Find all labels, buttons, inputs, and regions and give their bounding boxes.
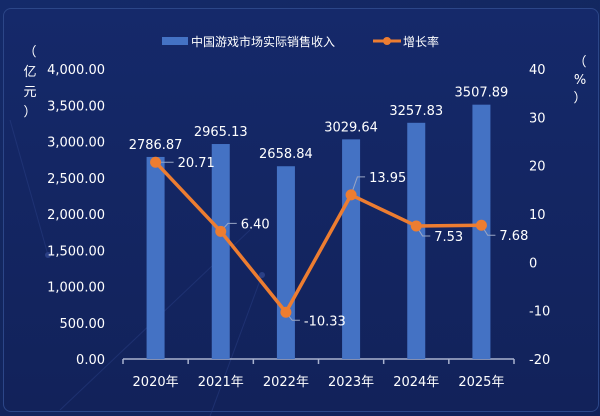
unit-char: 元	[23, 85, 36, 100]
unit-char: ）	[23, 105, 36, 120]
bar-value-label: 3257.83	[389, 104, 443, 119]
right-axis-unit-label: （% ）	[573, 55, 586, 106]
right-tick-label: 40	[529, 63, 546, 78]
left-axis-ticks: 4,000.00 3,500.00 3,000.00 2,500.00 2,000.00…	[47, 63, 105, 368]
x-tick-label: 2022年	[263, 375, 309, 390]
right-tick-label: 0	[529, 256, 537, 271]
left-tick-label: 1,000.00	[47, 281, 105, 296]
bar-value-label: 2965.13	[194, 125, 248, 140]
legend: 中国游戏市场实际销售收入 增长率	[162, 34, 439, 49]
left-tick-label: 3,500.00	[47, 99, 105, 114]
bar-series	[146, 104, 491, 359]
legend-line-label: 增长率	[403, 34, 439, 49]
line-point	[410, 220, 422, 232]
bar-value-label: 3029.64	[324, 120, 378, 135]
bar	[146, 156, 165, 359]
bar	[472, 104, 491, 359]
left-tick-label: 2,000.00	[47, 208, 105, 223]
left-tick-label: 1,500.00	[47, 244, 105, 259]
bar	[211, 144, 230, 359]
decorative-dot	[45, 252, 51, 258]
left-tick-label: 500.00	[60, 317, 106, 332]
legend-bar-label: 中国游戏市场实际销售收入	[191, 34, 335, 49]
line-value-label: 7.68	[499, 229, 528, 244]
bar-value-label: 2786.87	[129, 138, 183, 153]
legend-bar-swatch	[162, 37, 188, 45]
line-value-label: 6.40	[241, 217, 270, 232]
line-point	[345, 189, 357, 201]
line-series: 20.71 6.40 -10.33 13.95 7.53 7.68	[150, 156, 528, 329]
unit-char: （	[23, 45, 36, 60]
bar-value-label: 3507.89	[455, 86, 509, 101]
x-tick-label: 2023年	[328, 375, 374, 390]
unit-char: %	[574, 73, 586, 88]
left-tick-label: 3,000.00	[47, 136, 105, 151]
x-axis: 2020年 2021年 2022年 2023年 2024年 2025年	[122, 358, 515, 390]
left-tick-label: 2,500.00	[47, 172, 105, 187]
line-value-label: -10.33	[304, 314, 346, 329]
right-tick-label: 20	[529, 160, 546, 175]
right-tick-label: 10	[529, 208, 546, 223]
left-tick-label: 0.00	[76, 353, 105, 368]
line-point	[280, 306, 292, 318]
bar-value-labels: 2786.87 2965.13 2658.84 3029.64 3257.83 3507.…	[129, 86, 509, 163]
left-axis-unit-label: （ 亿元 ）	[23, 45, 36, 120]
legend-line-marker	[383, 37, 391, 45]
x-tick-label: 2021年	[198, 375, 244, 390]
line-value-label: 13.95	[369, 171, 406, 186]
bar	[407, 122, 426, 359]
right-tick-label: -20	[529, 353, 550, 368]
unit-char: ）	[573, 91, 586, 106]
line-value-label: 20.71	[178, 156, 215, 171]
right-tick-label: -10	[529, 305, 550, 320]
right-tick-label: 30	[529, 111, 546, 126]
line-point	[150, 156, 162, 168]
bar-value-label: 2658.84	[259, 147, 313, 162]
unit-char: （	[573, 55, 586, 70]
right-axis-ticks: 40 30 20 10 0 -10 -20	[529, 63, 550, 368]
line-value-label: 7.53	[434, 230, 463, 245]
bar	[276, 166, 295, 359]
x-tick-label: 2020年	[133, 375, 179, 390]
decorative-dot	[259, 272, 265, 278]
line-point	[475, 219, 487, 231]
x-tick-label: 2024年	[393, 375, 439, 390]
line-point	[215, 225, 227, 237]
left-tick-label: 4,000.00	[47, 63, 105, 78]
x-tick-label: 2025年	[458, 375, 504, 390]
unit-char: 亿	[23, 65, 36, 80]
chart-panel	[3, 8, 599, 412]
